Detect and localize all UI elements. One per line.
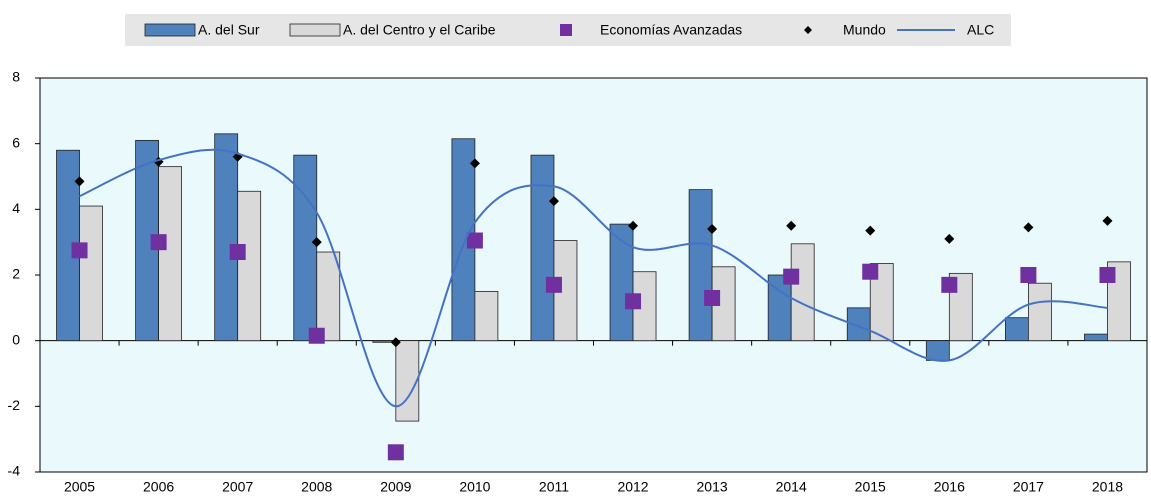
- legend-label: Economías Avanzadas: [600, 22, 742, 38]
- marker-square: [704, 289, 721, 306]
- y-tick-label: 0: [12, 331, 20, 347]
- bar: [925, 340, 950, 361]
- x-tick-label: 2007: [222, 479, 253, 495]
- x-tick-label: 2017: [1013, 479, 1044, 495]
- marker-diamond: [707, 224, 718, 235]
- x-tick-label: 2005: [64, 479, 95, 495]
- legend-label: A. del Sur: [198, 22, 260, 38]
- bar: [869, 263, 894, 342]
- line: [79, 148, 1108, 408]
- marker-diamond: [311, 237, 322, 248]
- marker-diamond: [390, 337, 401, 348]
- x-tick-label: 2008: [301, 479, 332, 495]
- legend-swatch: [144, 23, 196, 37]
- legend-swatch: [560, 24, 572, 36]
- marker-diamond: [944, 233, 955, 244]
- marker-square: [625, 293, 642, 310]
- bar: [688, 189, 713, 342]
- bar: [790, 243, 815, 342]
- y-tick-label: 6: [12, 134, 20, 150]
- bar: [1084, 333, 1108, 342]
- bar: [293, 154, 318, 342]
- marker-square: [150, 234, 167, 251]
- x-tick-label: 2014: [776, 479, 807, 495]
- x-tick-label: 2009: [380, 479, 411, 495]
- bar: [395, 340, 420, 422]
- legend-label: A. del Centro y el Caribe: [343, 22, 496, 38]
- bar: [237, 190, 262, 342]
- marker-diamond: [786, 220, 797, 231]
- marker-diamond: [469, 158, 480, 169]
- marker-square: [466, 232, 483, 249]
- marker-square: [71, 242, 88, 259]
- marker-square: [941, 276, 958, 293]
- bar: [530, 154, 555, 342]
- marker-diamond: [865, 225, 876, 236]
- bar: [1004, 317, 1029, 342]
- bar: [1027, 282, 1052, 342]
- x-tick-label: 2016: [934, 479, 965, 495]
- x-tick-label: 2015: [855, 479, 886, 495]
- marker-square: [1020, 267, 1037, 283]
- x-tick-label: 2013: [697, 479, 728, 495]
- bar: [79, 205, 103, 342]
- x-tick-label: 2011: [539, 479, 569, 495]
- marker-diamond: [548, 196, 559, 207]
- y-tick-label: -4: [8, 463, 21, 479]
- marker-square: [783, 268, 800, 285]
- legend-label: ALC: [967, 22, 994, 38]
- marker-diamond: [74, 176, 85, 187]
- legend-label: Mundo: [843, 22, 886, 38]
- bar: [316, 251, 341, 342]
- bar: [214, 133, 239, 342]
- x-tick-label: 2006: [143, 479, 174, 495]
- marker-diamond: [628, 220, 639, 231]
- marker-square: [545, 276, 562, 293]
- y-tick-label: 8: [12, 69, 20, 85]
- y-tick-label: 2: [12, 266, 20, 282]
- legend-swatch: [804, 26, 812, 34]
- marker-diamond: [1102, 215, 1113, 226]
- y-tick-label: -2: [8, 397, 21, 413]
- plot-area: [39, 77, 1148, 473]
- marker-square: [862, 263, 879, 280]
- marker-square: [229, 244, 246, 261]
- marker-square: [1099, 267, 1116, 283]
- legend-swatch: [289, 23, 341, 37]
- x-tick-label: 2012: [617, 479, 648, 495]
- x-tick-label: 2018: [1092, 479, 1123, 495]
- bar: [158, 166, 183, 342]
- marker-diamond: [1023, 222, 1034, 233]
- marker-square: [308, 327, 325, 344]
- x-tick-label: 2010: [459, 479, 490, 495]
- marker-square: [387, 444, 404, 461]
- bar: [474, 291, 499, 342]
- y-tick-label: 4: [12, 200, 20, 216]
